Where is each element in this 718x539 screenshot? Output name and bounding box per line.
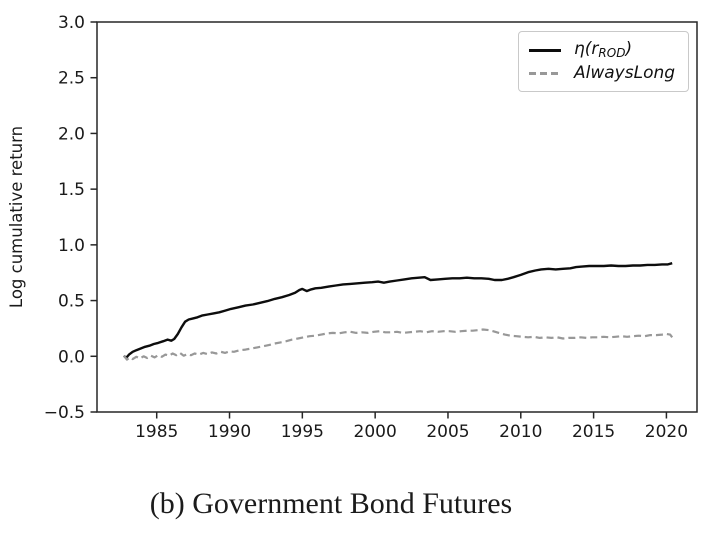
y-tick-label: 2.0 [58, 124, 85, 144]
x-tick-label: 2015 [572, 422, 615, 442]
chart: 1985 1990 1995 2000 2005 2010 2015 2020 −0.5 0.0 0… [7, 13, 698, 442]
y-axis-label: Log cumulative return [7, 126, 26, 308]
x-tick-label: 2010 [499, 422, 542, 442]
x-tick-label: 2000 [354, 422, 397, 442]
y-tick-label: 1.0 [58, 236, 85, 256]
y-tick-label: 0.5 [58, 292, 85, 312]
x-tick-label: 2020 [645, 422, 688, 442]
x-tick-label: 1985 [135, 422, 178, 442]
legend-dashed-line-sample [529, 72, 561, 75]
legend-label-eta-prefix: η(r [574, 39, 599, 59]
legend-label-eta-suffix: ) [625, 39, 633, 59]
x-tick-label: 1990 [208, 422, 251, 442]
legend-entry-eta-rod: η(rROD) [528, 41, 679, 59]
legend-entry-alwayslong: AlwaysLong [528, 65, 679, 82]
figure-caption: (b) Government Bond Futures [149, 487, 513, 520]
y-tick-label: 0.0 [58, 347, 85, 367]
legend-solid-line-sample [529, 48, 561, 52]
legend-label-alwayslong: AlwaysLong [574, 63, 676, 83]
legend-label-eta-subscript: ROD [598, 46, 626, 60]
y-tick-label: 3.0 [58, 13, 85, 33]
legend: η(rROD) AlwaysLong [518, 31, 689, 92]
y-tick-label: −0.5 [44, 403, 85, 423]
y-tick-label: 2.5 [58, 69, 85, 89]
axes-frame [96, 21, 698, 413]
y-tick-label: 1.5 [58, 180, 85, 200]
legend-label-eta-rod: η(rROD) [574, 39, 633, 60]
series-line-eta-rod [123, 262, 673, 360]
x-tick-label: 2005 [426, 422, 469, 442]
series-line-alwayslong [123, 328, 674, 361]
x-tick-label: 1995 [281, 422, 324, 442]
